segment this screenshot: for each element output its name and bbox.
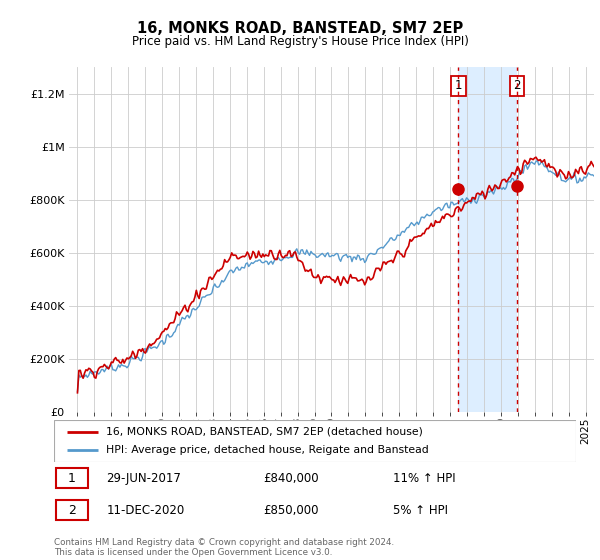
Text: 29-JUN-2017: 29-JUN-2017	[106, 472, 181, 485]
Text: 1: 1	[68, 472, 76, 485]
Bar	[458, 67, 517, 412]
Text: 16, MONKS ROAD, BANSTEAD, SM7 2EP (detached house): 16, MONKS ROAD, BANSTEAD, SM7 2EP (detac…	[106, 427, 423, 437]
Text: 16, MONKS ROAD, BANSTEAD, SM7 2EP: 16, MONKS ROAD, BANSTEAD, SM7 2EP	[137, 21, 463, 36]
Text: Price paid vs. HM Land Registry's House Price Index (HPI): Price paid vs. HM Land Registry's House …	[131, 35, 469, 48]
FancyBboxPatch shape	[56, 468, 88, 488]
Text: £850,000: £850,000	[263, 503, 319, 516]
Text: 11% ↑ HPI: 11% ↑ HPI	[394, 472, 456, 485]
Text: 2: 2	[513, 80, 521, 92]
Text: £840,000: £840,000	[263, 472, 319, 485]
Text: 11-DEC-2020: 11-DEC-2020	[106, 503, 184, 516]
Text: 5% ↑ HPI: 5% ↑ HPI	[394, 503, 448, 516]
Text: 2: 2	[68, 503, 76, 516]
Text: HPI: Average price, detached house, Reigate and Banstead: HPI: Average price, detached house, Reig…	[106, 445, 429, 455]
Text: 1: 1	[455, 80, 462, 92]
FancyBboxPatch shape	[56, 500, 88, 520]
Text: Contains HM Land Registry data © Crown copyright and database right 2024.
This d: Contains HM Land Registry data © Crown c…	[54, 538, 394, 557]
